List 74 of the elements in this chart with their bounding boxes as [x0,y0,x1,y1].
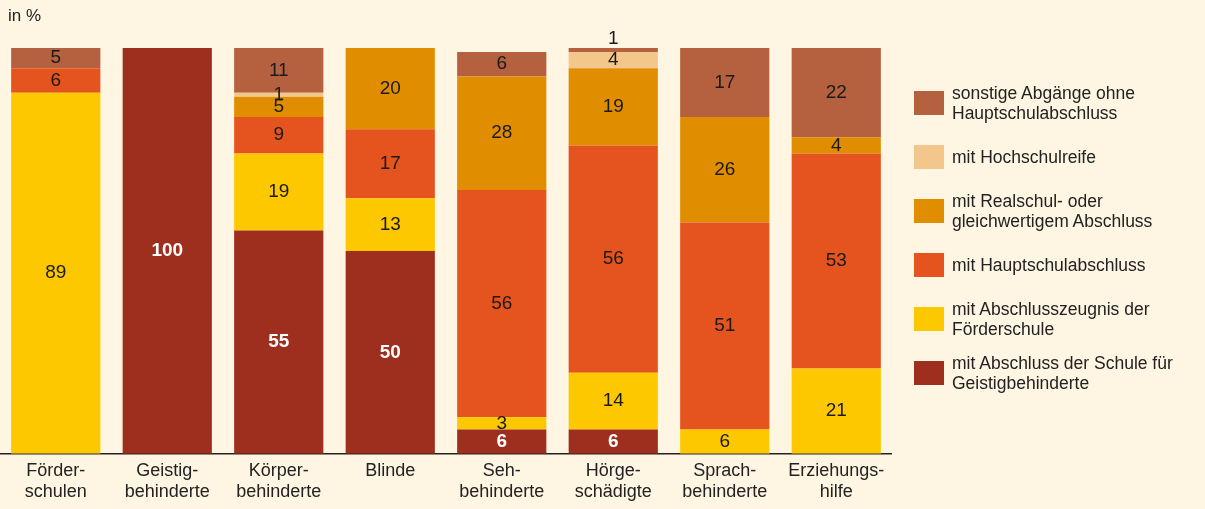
bar [122,48,212,454]
x-tick-label: Förder- schulen [24,459,87,502]
data-label: 6 [50,68,62,90]
data-label: 17 [714,70,736,92]
bar [11,48,101,69]
data-label: 56 [491,291,513,313]
bar [568,48,658,53]
data-label: 5 [50,46,62,68]
bar [568,145,658,373]
bar [345,129,435,199]
x-tick-label: Hörge- schädigte [574,459,652,502]
data-label: 11 [268,58,289,80]
data-label: 6 [607,429,619,451]
data-label: 51 [714,314,736,336]
x-tick-label: Blinde [365,459,416,480]
bar [791,153,881,369]
data-label: 22 [825,80,847,102]
data-label: 19 [268,180,290,202]
legend-label: mit Abschluss der Schule für Geistigbehinderte [952,353,1174,393]
data-label: 4 [607,48,619,70]
data-label: 17 [379,151,401,173]
bar [345,48,435,130]
bar [11,92,101,454]
bar [234,116,324,154]
data-label: 13 [379,212,401,234]
bar [680,222,770,430]
data-label: 55 [268,330,290,352]
data-label: 89 [45,261,67,283]
bar [680,48,770,117]
bar [457,417,547,430]
data-label: 9 [273,123,285,145]
data-label: 1 [607,27,619,49]
x-tick-label: Geistig- behinderte [124,459,210,502]
bar [791,48,881,138]
y-axis-title: in % [8,6,42,26]
bar [680,429,770,454]
bar [568,68,658,146]
data-label: 50 [379,340,401,362]
bar [345,198,435,251]
data-label: 28 [491,121,513,143]
bar [234,230,324,454]
data-label: 26 [714,157,736,179]
x-tick-label: Körper- behinderte [236,459,322,502]
data-label: 19 [602,95,624,117]
data-label: 100 [151,239,184,261]
data-label: 21 [825,399,847,421]
bar [11,68,101,93]
bar [791,368,881,454]
legend-label: mit Abschlusszeugnis der Förderschule [952,299,1151,339]
legend-label: mit Hauptschulabschluss [952,255,1147,275]
data-label: 20 [379,76,401,98]
bar [791,137,881,154]
data-label: 53 [825,249,847,271]
x-tick-label: Erziehungs- hilfe [788,459,885,502]
bar [345,250,435,454]
bar [234,153,324,231]
bar [457,429,547,454]
data-label: 6 [719,429,731,451]
bar [457,52,547,77]
legend-label: mit Realschul- oder gleichwertigem Abschluss [952,191,1154,231]
legend-label: mit Hochschulreife [952,147,1097,167]
data-label: 14 [602,389,625,411]
legend-label: sonstige Abgänge ohne Hauptschulabschluss [952,83,1136,123]
x-tick-label: Seh- behinderte [459,459,545,502]
bar [680,116,770,223]
data-label: 56 [602,247,624,269]
bar [568,372,658,430]
x-tick-label: Sprach- behinderte [682,459,768,502]
bar [568,52,658,69]
data-label: 6 [496,52,508,74]
bar [457,190,547,418]
data-label: 4 [830,133,842,155]
bar [568,429,658,454]
bar [457,76,547,191]
